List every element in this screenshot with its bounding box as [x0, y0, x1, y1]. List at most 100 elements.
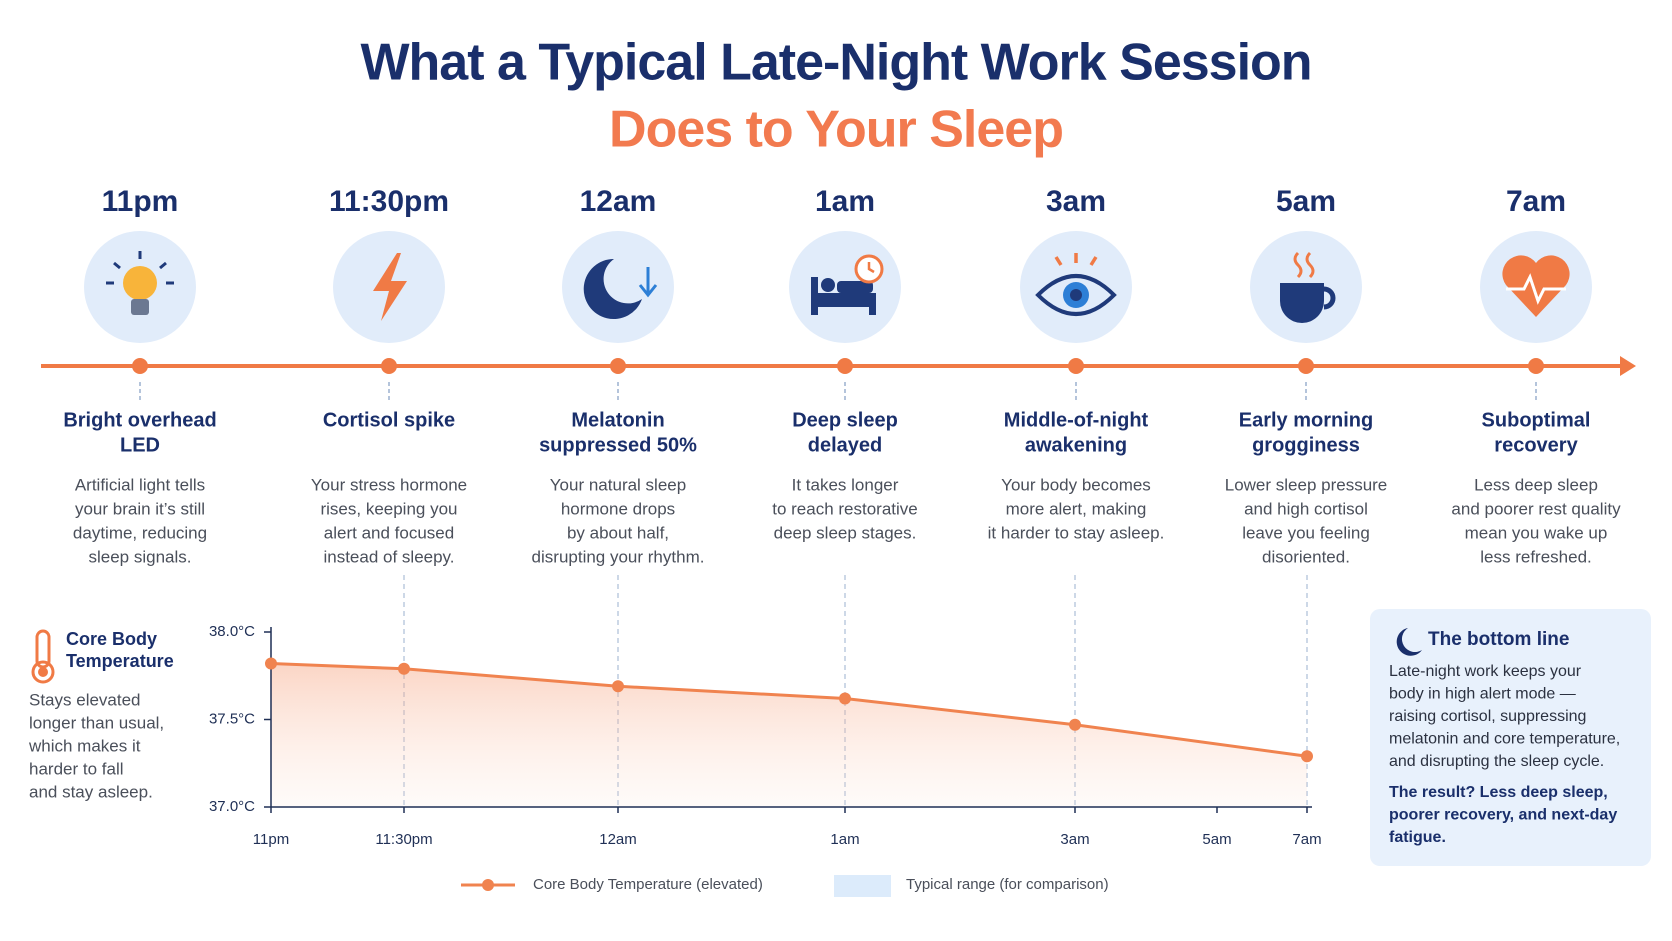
sidebar-description: which makes it: [28, 736, 141, 755]
timeline-dot: [1068, 358, 1084, 374]
event-title: LED: [120, 434, 160, 456]
point: [398, 662, 410, 675]
event-description: it harder to stay asleep.: [988, 523, 1165, 542]
event-description: disrupting your rhythm.: [532, 547, 705, 566]
x-tick-label: 1am: [830, 831, 859, 848]
event-description: alert and focused: [324, 523, 454, 542]
event-description: Your body becomes: [1001, 475, 1151, 494]
point: [839, 692, 851, 705]
icon-shape: [1502, 255, 1570, 317]
event-title: grogginess: [1252, 434, 1360, 456]
time-label: 3am: [1046, 185, 1106, 218]
y-tick-label: 37.0°C: [209, 798, 255, 815]
event-title: Deep sleep: [792, 409, 898, 431]
event-title: Early morning: [1239, 409, 1373, 431]
event-title: Middle-of-night: [1004, 409, 1149, 431]
icon-shape: [1280, 283, 1324, 323]
event-description: hormone drops: [561, 499, 675, 518]
point: [1069, 718, 1081, 731]
event-description: sleep signals.: [88, 547, 191, 566]
event-title: delayed: [808, 434, 882, 456]
legend-label: Core Body Temperature (elevated): [533, 876, 763, 893]
bottom-line-text: raising cortisol, suppressing: [1389, 708, 1586, 725]
time-label: 11pm: [102, 185, 179, 218]
event-description: disoriented.: [1262, 547, 1350, 566]
sidebar-description: longer than usual,: [29, 713, 164, 732]
icon-shape: [131, 299, 149, 315]
legend-swatch: [834, 875, 891, 897]
event-description: It takes longer: [792, 475, 899, 494]
icon-shape: [638, 284, 658, 298]
bottom-line-text: and disrupting the sleep cycle.: [1389, 753, 1604, 770]
icon-shape: [373, 253, 407, 321]
event-title: Cortisol spike: [323, 409, 455, 431]
bottom-line-box: [1370, 609, 1651, 866]
event-description: mean you wake up: [1465, 523, 1608, 542]
bottom-line-title: The bottom line: [1428, 629, 1569, 650]
bottom-line-text: body in high alert mode —: [1389, 686, 1576, 703]
timeline-dot: [837, 358, 853, 374]
point: [1301, 750, 1313, 763]
thermometer-fill: [38, 667, 48, 677]
x-tick-label: 11pm: [253, 831, 289, 848]
x-tick-label: 3am: [1060, 831, 1089, 848]
timeline-dot: [1298, 358, 1314, 374]
time-label: 5am: [1276, 185, 1336, 218]
x-tick-label: 11:30pm: [375, 831, 432, 848]
sidebar-title: Temperature: [66, 651, 174, 671]
icon-shape: [811, 277, 818, 315]
line: [270, 662, 1308, 758]
event-title: Melatonin: [571, 409, 664, 431]
icon-shape: [1293, 251, 1303, 279]
icon-shape: [1054, 256, 1063, 266]
event-title: Suboptimal: [1482, 409, 1591, 431]
icon-shape: [1323, 286, 1336, 310]
thermometer-bulb: [31, 660, 55, 684]
timeline-dot: [132, 358, 148, 374]
legend-label: Typical range (for comparison): [906, 876, 1109, 893]
time-label: 11:30pm: [329, 185, 449, 218]
icon: [1035, 253, 1117, 316]
event-description: more alert, making: [1006, 499, 1147, 518]
icon-shape: [1070, 289, 1082, 301]
x-tick-label: 7am: [1292, 831, 1321, 848]
icon-shape: [818, 293, 876, 307]
title: What a Typical Late-Night Work Session: [360, 34, 1311, 92]
subtitle: Does to Your Sleep: [609, 101, 1063, 159]
icon: [1502, 255, 1570, 317]
icon: [1280, 251, 1336, 323]
icon: [373, 253, 407, 321]
area: [271, 663, 1307, 807]
sidebar-title: Core Body: [66, 629, 157, 649]
icon-shape: [1089, 256, 1098, 266]
time-label: 7am: [1506, 185, 1566, 218]
icon: [583, 258, 658, 319]
event-description: and high cortisol: [1244, 499, 1368, 518]
icon-shape: [1035, 274, 1117, 316]
icon-shape: [123, 266, 157, 300]
event-title: Bright overhead: [63, 409, 216, 431]
icon-shape: [159, 261, 167, 270]
icon-shape: [113, 261, 121, 270]
timeline-dot: [610, 358, 626, 374]
event-description: leave you feeling: [1242, 523, 1370, 542]
time-label: 1am: [815, 185, 875, 218]
bottom-line-result: poorer recovery, and next-day: [1389, 807, 1617, 824]
icon-shape: [837, 281, 873, 293]
timeline-arrow: [1620, 356, 1636, 376]
event-description: deep sleep stages.: [774, 523, 917, 542]
event-title: awakening: [1025, 434, 1127, 456]
event-description: Less deep sleep: [1474, 475, 1598, 494]
icon-shape: [583, 258, 642, 319]
event-title: recovery: [1494, 434, 1578, 456]
event-description: Lower sleep pressure: [1225, 475, 1388, 494]
event-description: Artificial light tells: [75, 475, 205, 494]
icon-shape: [1506, 273, 1566, 305]
x-tick-label: 12am: [599, 831, 637, 848]
icon-circle: [562, 231, 674, 343]
y-tick-label: 37.5°C: [209, 710, 255, 727]
icon: [106, 251, 174, 315]
timeline-dot: [381, 358, 397, 374]
event-description: Your natural sleep: [550, 475, 686, 494]
